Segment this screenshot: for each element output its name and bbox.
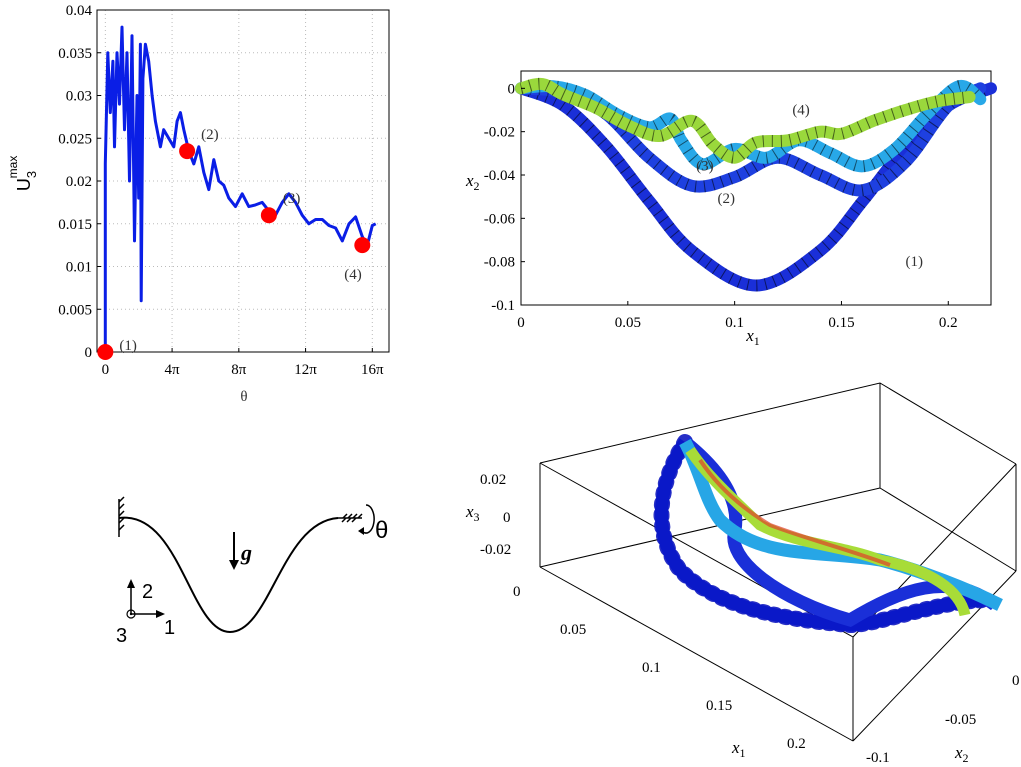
u3max-xlabel: θ (240, 389, 247, 405)
u3max-xtick-label: 16π (361, 362, 384, 378)
u3max-ylabel: U3 max (6, 156, 39, 191)
3d-x3-tick-2: -0.02 (480, 542, 511, 558)
projection-annotation: (1) (906, 254, 924, 270)
3d-x3-label: x3 (465, 502, 480, 524)
projection-xlabel: x1 (745, 326, 760, 348)
u3max-marker (179, 143, 196, 160)
u3max-markers: (1) (2) (3) (4) (97, 127, 371, 360)
3d-x2-tick-2: 0 (1012, 673, 1020, 689)
3d-box (539, 382, 1017, 742)
projection-curves (515, 77, 997, 292)
u3max-marker-label: (1) (119, 338, 137, 354)
3d-x1-label: x1 (731, 738, 746, 760)
u3max-xtick-label: 0 (102, 362, 110, 378)
u3max-chart: 0 0.005 0.01 0.015 0.02 0.025 0.03 0.035 0.04 0 4… (6, 3, 390, 405)
3d-x2-tick-0: -0.1 (866, 750, 890, 766)
3d-x3-tick-1: 0 (503, 510, 511, 526)
u3max-xtick-label: 4π (165, 362, 181, 378)
gravity-arrow-icon (229, 532, 239, 570)
u3max-ytick-label: 0.025 (58, 131, 92, 147)
3d-x1-tick-3: 0.15 (706, 698, 732, 714)
projection-annotation: (2) (718, 191, 736, 207)
u3max-ylabel-sup: max (6, 156, 20, 179)
3d-x2-label: x2 (954, 743, 969, 765)
projection-annotation: (3) (696, 159, 714, 175)
3d-x1-tick-0: 0 (513, 584, 521, 600)
u3max-ytick-label: 0.04 (66, 3, 93, 19)
3d-x1-tick-1: 0.05 (560, 622, 586, 638)
u3max-marker-label: (2) (201, 127, 219, 143)
u3max-marker-label: (3) (283, 191, 301, 207)
3d-chart: 0.02 0 -0.02 x3 0 0.05 0.1 0.15 0.2 x1 -… (465, 382, 1020, 766)
projection-x-ticks: 0 0.05 0.1 0.15 0.2 (517, 301, 958, 331)
projection-annotations: (1) (2)(3) (4) (696, 102, 923, 270)
u3max-ytick-label: 0 (85, 345, 93, 361)
projection-series-tube (515, 77, 976, 164)
u3max-series-line (103, 25, 377, 352)
axis-3-label: 3 (116, 625, 127, 647)
rotation-label: θ (375, 517, 388, 544)
3d-x3-tick-0: 0.02 (480, 472, 506, 488)
projection-ytick-label: -0.04 (484, 168, 516, 184)
3d-x2-tick-1: -0.05 (945, 712, 976, 728)
u3max-marker-label: (4) (344, 267, 362, 283)
3d-curves (653, 434, 1003, 634)
u3max-ytick-label: 0.005 (58, 302, 92, 318)
projection-ytick-label: -0.1 (491, 298, 515, 314)
projection-xtick-label: 0.05 (615, 315, 641, 331)
projection-ylabel: x2 (465, 171, 480, 193)
beam-curve (118, 516, 339, 634)
axis-2-label: 2 (142, 581, 153, 603)
projection-xtick-label: 0.1 (725, 315, 744, 331)
gravity-label: g (240, 540, 252, 565)
projection-ytick-label: -0.02 (484, 125, 515, 141)
u3max-x-ticks: 0 4π 8π 12π 16π (102, 348, 384, 378)
projection-ytick-label: -0.06 (484, 211, 516, 227)
u3max-xtick-label: 12π (294, 362, 317, 378)
3d-x1-tick-2: 0.1 (642, 660, 661, 676)
projection-xtick-label: 0 (517, 315, 525, 331)
u3max-ytick-label: 0.015 (58, 217, 92, 233)
u3max-ylabel-sub: 3 (24, 171, 39, 178)
svg-text:U3: U3 (14, 171, 39, 191)
3d-x1-tick-4: 0.2 (787, 736, 806, 752)
projection-series-rings (520, 82, 984, 197)
axis-1-label: 1 (164, 617, 175, 639)
u3max-marker (354, 237, 371, 254)
u3max-ytick-label: 0.03 (66, 89, 92, 105)
u3max-ytick-label: 0.01 (66, 260, 92, 276)
u3max-ytick-label: 0.02 (66, 174, 92, 190)
clamp-right (338, 513, 363, 523)
axis-triad (126, 579, 165, 619)
rotation-arrow-icon (358, 504, 375, 535)
u3max-marker (260, 207, 277, 224)
projection-ytick-label: -0.08 (484, 255, 515, 271)
projection-ytick-label: 0 (508, 81, 516, 97)
projection-xtick-label: 0.2 (939, 315, 958, 331)
projection-y-ticks: 0 -0.02 -0.04 -0.06 -0.08 -0.1 (484, 81, 525, 314)
u3max-marker (97, 344, 114, 360)
u3max-ytick-label: 0.035 (58, 46, 92, 62)
u3max-xtick-label: 8π (231, 362, 247, 378)
projection-xtick-label: 0.15 (828, 315, 854, 331)
beam-schematic: θ g 2 1 3 (116, 496, 388, 647)
u3max-y-ticks: 0 0.005 0.01 0.015 0.02 0.025 0.03 0.035 0.04 (58, 3, 101, 361)
u3max-ylabel-main: U (14, 178, 34, 191)
projection-annotation: (4) (792, 102, 810, 118)
projection-chart: 0 -0.02 -0.04 -0.06 -0.08 -0.1 0 0.05 0.1 0.15 0.… (465, 70, 997, 348)
